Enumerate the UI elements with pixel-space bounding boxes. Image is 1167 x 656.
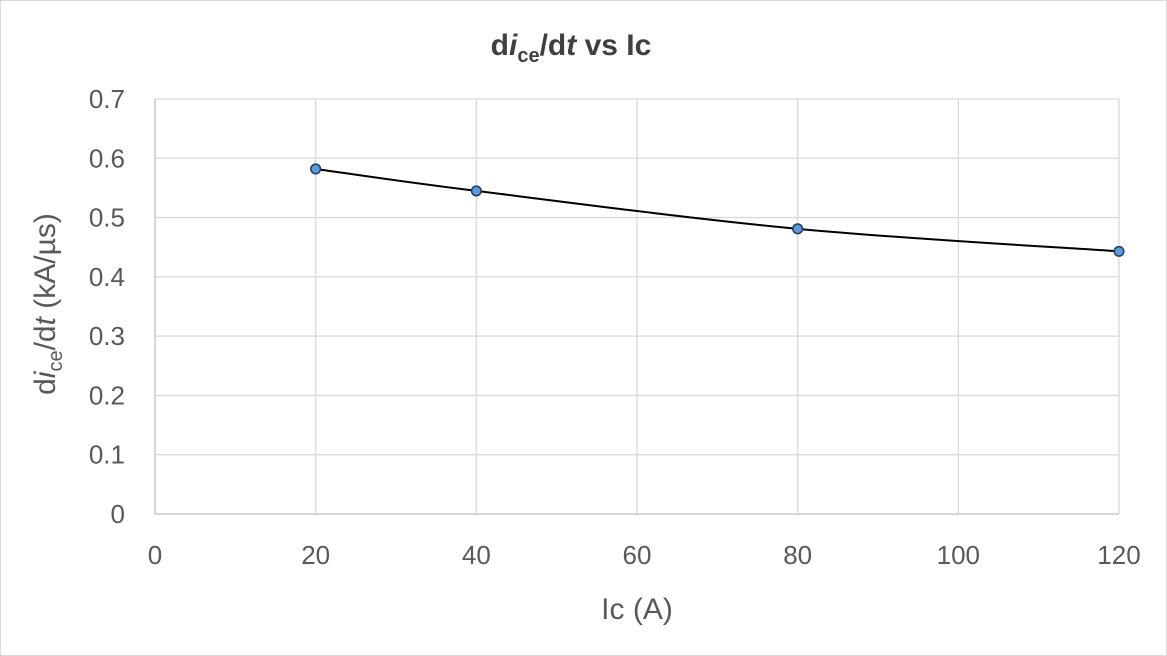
x-tick-label: 100 — [937, 540, 980, 570]
gridlines — [155, 98, 1120, 514]
y-tick-label: 0.6 — [89, 143, 125, 173]
y-tick-label: 0 — [111, 499, 125, 529]
axes — [154, 99, 1119, 515]
title-part-middle: /d — [540, 29, 567, 62]
series-line — [315, 167, 1120, 253]
x-tick-label: 20 — [301, 540, 330, 570]
title-part-italic: i — [509, 29, 518, 62]
ylabel-part-prefix: d — [29, 378, 62, 395]
y-tick-labels: 0 0.1 0.2 0.3 0.4 0.5 0.6 0.7 — [89, 84, 125, 529]
x-tick-label: 120 — [1097, 540, 1140, 570]
x-tick-label: 60 — [623, 540, 652, 570]
chart-title: dice/dt vs Ic — [491, 29, 652, 67]
ylabel-part-subscript: ce — [45, 350, 67, 371]
ylabel-part-italic2: t — [29, 315, 62, 325]
title-part-italic2: t — [566, 29, 578, 62]
ylabel-part-middle: /d — [29, 325, 62, 350]
data-point-marker — [470, 185, 482, 197]
x-tick-label: 40 — [462, 540, 491, 570]
title-part-subscript: ce — [517, 45, 539, 67]
title-part-prefix: d — [491, 29, 509, 62]
data-point-marker — [792, 223, 804, 235]
y-tick-label: 0.5 — [89, 203, 125, 233]
y-tick-label: 0.2 — [89, 380, 125, 410]
ylabel-part-suffix: (kA/µs) — [29, 213, 62, 317]
y-axis-title: dice/dt (kA/µs) — [29, 213, 67, 395]
y-tick-label: 0.7 — [89, 84, 125, 114]
ylabel-part-italic: i — [29, 370, 62, 378]
y-tick-label: 0.3 — [89, 321, 125, 351]
x-tick-label: 0 — [148, 540, 162, 570]
data-series — [310, 163, 1125, 257]
x-axis-title: Ic (A) — [601, 593, 673, 626]
data-point-marker — [310, 163, 322, 175]
y-tick-label: 0.1 — [89, 440, 125, 470]
x-tick-labels: 0 20 40 60 80 100 120 — [148, 540, 1141, 570]
title-part-suffix: vs Ic — [576, 29, 651, 62]
x-tick-label: 80 — [783, 540, 812, 570]
data-point-marker — [1113, 245, 1125, 257]
y-tick-label: 0.4 — [89, 262, 125, 292]
